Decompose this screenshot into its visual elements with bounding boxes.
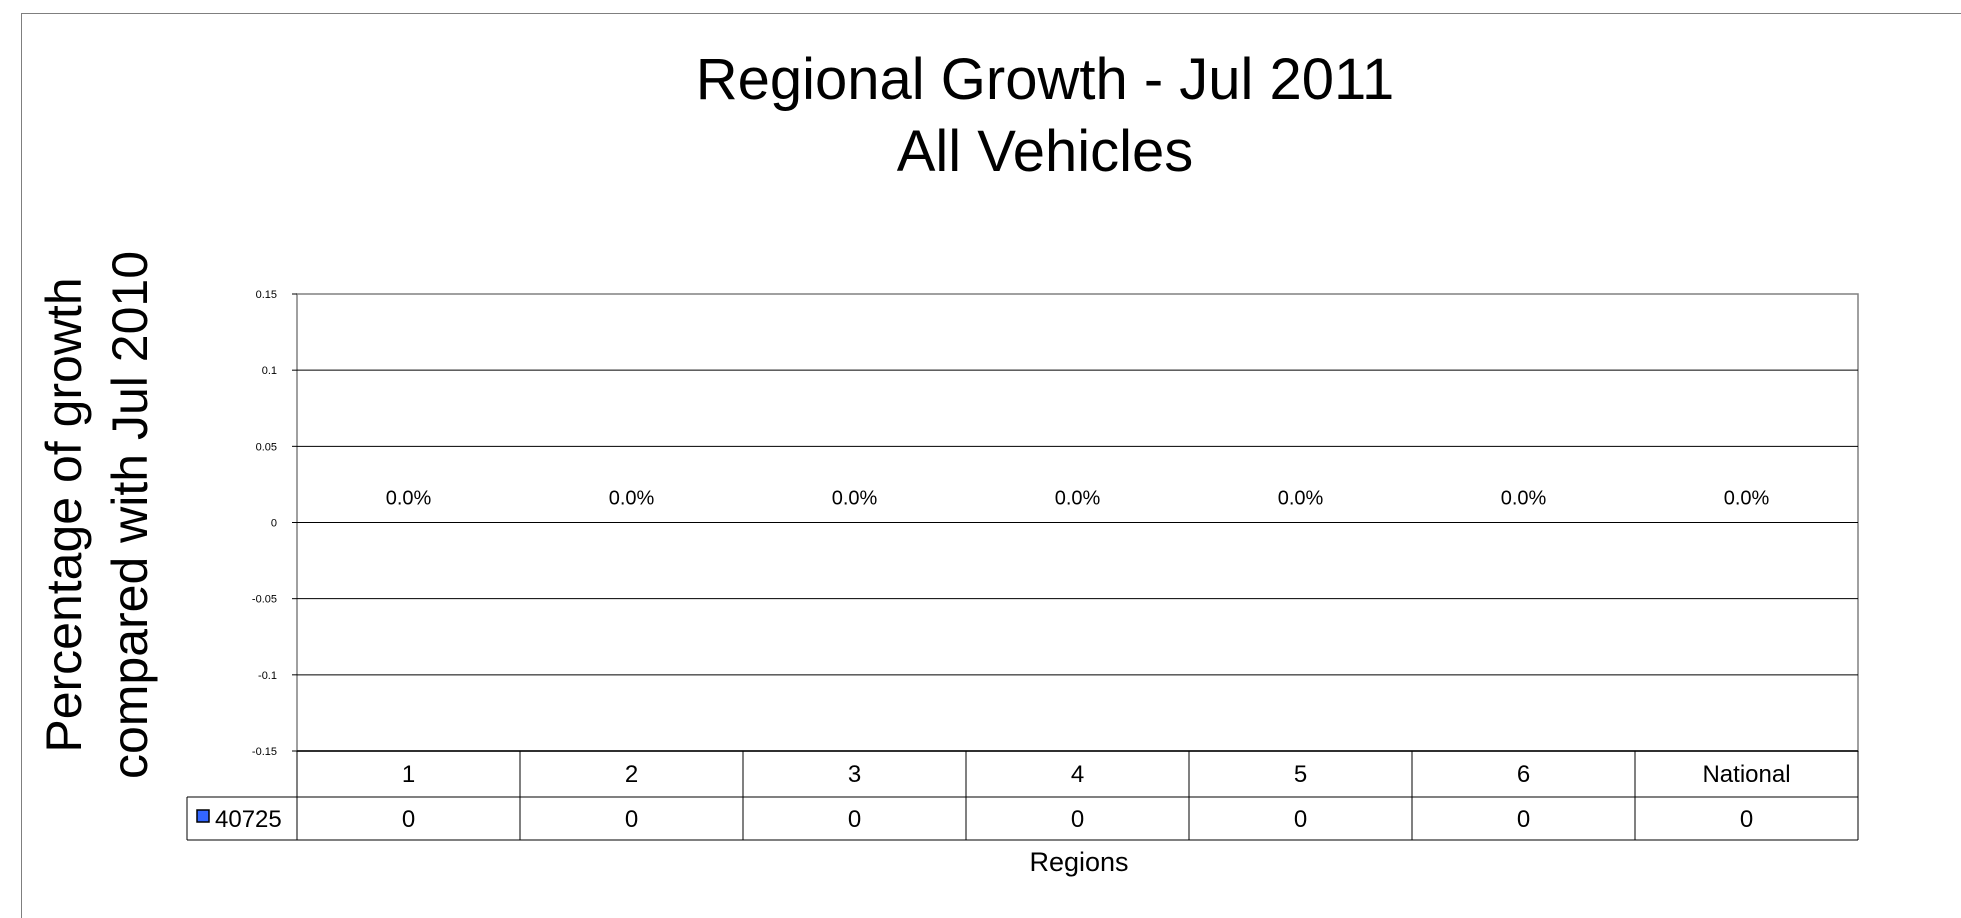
table-value: 0 [1294,806,1307,833]
x-axis-label: Regions [1029,847,1129,877]
y-tick-label: 0.05 [256,441,277,453]
legend-key [196,809,210,823]
data-label: 0.0% [832,488,878,510]
category-label: 5 [1294,761,1307,788]
data-label: 0.0% [609,488,655,510]
chart-title: Regional Growth - Jul 2011 [695,47,1395,112]
table-value: 0 [1740,806,1753,833]
table-value: 0 [1517,806,1530,833]
y-tick-label: -0.05 [252,594,277,606]
table-value: 0 [402,806,415,833]
chart-frame [21,13,1961,918]
y-tick-label: -0.15 [252,746,277,758]
category-label: 4 [1071,761,1084,788]
legend-label: 40725 [215,806,282,833]
category-label: 2 [625,761,638,788]
category-label: National [1702,761,1790,788]
y-tick-label: 0.15 [256,289,277,301]
data-label: 0.0% [386,488,432,510]
category-label: 6 [1517,761,1530,788]
y-tick-label: -0.1 [258,670,277,682]
y-tick-label: 0 [271,518,277,530]
category-label: 3 [848,761,861,788]
chart-subtitle: All Vehicles [896,119,1194,184]
data-label: 0.0% [1278,488,1324,510]
table-value: 0 [1071,806,1084,833]
data-label: 0.0% [1055,488,1101,510]
table-value: 0 [848,806,861,833]
table-value: 0 [625,806,638,833]
data-label: 0.0% [1501,488,1547,510]
y-tick-label: 0.1 [262,365,277,377]
data-label: 0.0% [1724,488,1770,510]
category-label: 1 [402,761,415,788]
